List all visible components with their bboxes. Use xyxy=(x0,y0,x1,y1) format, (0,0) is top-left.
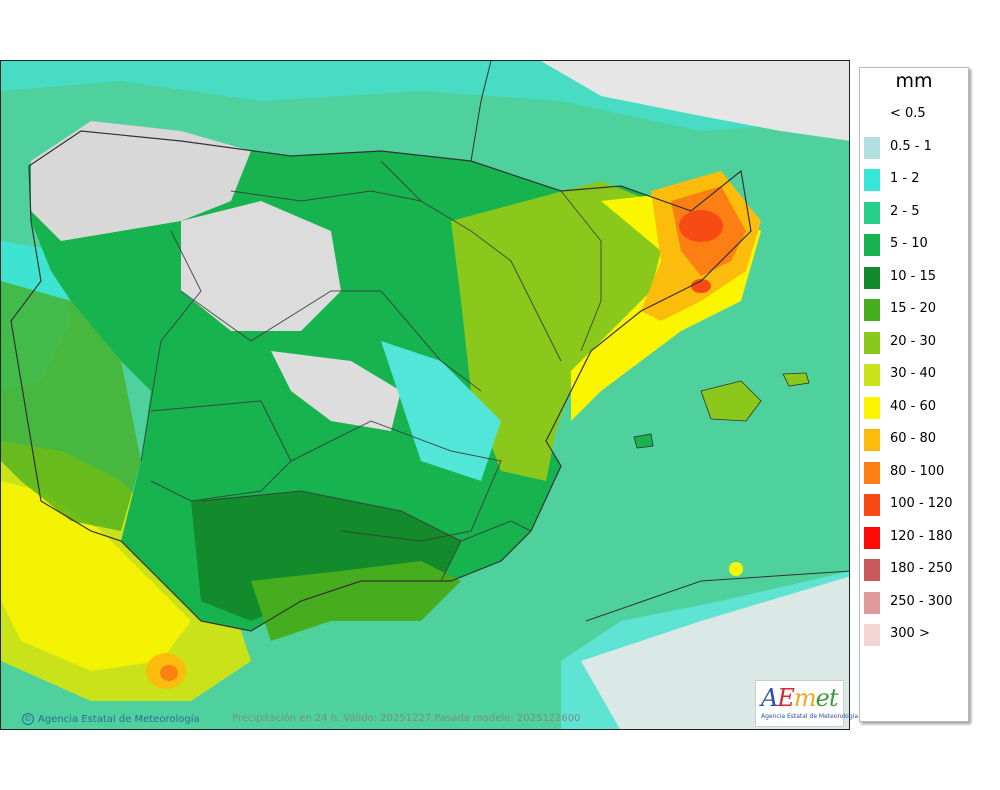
legend-label: 250 - 300 xyxy=(890,593,953,609)
legend-label: 20 - 30 xyxy=(890,333,937,349)
legend-label: < 0.5 xyxy=(890,106,926,121)
border-andalusia xyxy=(200,490,462,582)
dry-area-centre xyxy=(271,351,401,431)
coastline xyxy=(10,130,752,632)
legend-item: 80 - 100 xyxy=(864,459,968,485)
logo-subtitle: Agencia Estatal de Meteorología xyxy=(761,713,858,720)
credit-line: © Agencia Estatal de Meteorología xyxy=(22,713,200,725)
legend-label: 2 - 5 xyxy=(890,203,920,219)
legend-item: < 0.5 xyxy=(864,101,968,127)
legend-swatch xyxy=(864,461,880,484)
legend-swatch xyxy=(864,266,880,289)
legend-swatch xyxy=(864,559,880,581)
dry-area-castilla xyxy=(181,201,341,331)
legend-item: 60 - 80 xyxy=(864,426,968,452)
aemet-logo: AEmet Agencia Estatal de Meteorología xyxy=(755,680,858,727)
legend-swatch xyxy=(864,136,880,159)
legend-item: 250 - 300 xyxy=(864,589,968,615)
legend-item: 15 - 20 xyxy=(864,296,968,322)
legend-swatch xyxy=(864,331,880,354)
legend-label: 80 - 100 xyxy=(890,463,945,479)
border-castilla xyxy=(180,290,482,392)
legend-label: 180 - 250 xyxy=(890,561,953,576)
precip-area-cuenca xyxy=(381,341,501,481)
legend-label: 15 - 20 xyxy=(890,301,937,316)
legend-swatch xyxy=(864,201,880,224)
legend-swatch xyxy=(864,299,880,321)
legend-label: 40 - 60 xyxy=(890,398,937,414)
legend-label: 0.5 - 1 xyxy=(890,138,932,154)
map-caption: Precipitación en 24 h. Válido: 20251227 … xyxy=(232,713,581,724)
island-ibiza xyxy=(633,433,654,449)
legend-swatch xyxy=(864,494,880,516)
island-menorca xyxy=(782,372,810,387)
border-castilla-la-mancha xyxy=(290,420,502,542)
legend-item: 120 - 180 xyxy=(864,524,968,550)
precip-max-southwest-core xyxy=(160,665,178,681)
legend-item: 2 - 5 xyxy=(864,199,968,225)
island-mallorca xyxy=(700,380,762,422)
border-catalonia xyxy=(560,190,602,352)
legend-label: 10 - 15 xyxy=(890,268,937,284)
region-borders xyxy=(140,160,602,582)
border-aragon xyxy=(380,160,562,362)
legend-label: 120 - 180 xyxy=(890,528,953,544)
legend-item: 40 - 60 xyxy=(864,394,968,420)
border-portugal xyxy=(140,230,202,462)
copyright-icon: © xyxy=(22,713,34,725)
legend-item: 100 - 120 xyxy=(864,491,968,517)
legend-label: 300 > xyxy=(890,626,930,641)
precipitation-legend: mm < 0.5 0.5 - 1 1 - 2 2 - 5 5 - 10 10 - 15 15… xyxy=(859,67,969,722)
credit-text: Agencia Estatal de Meteorología xyxy=(38,714,200,725)
legend-swatch xyxy=(864,234,880,256)
legend-label: 60 - 80 xyxy=(890,431,937,446)
legend-swatch xyxy=(864,624,880,646)
dry-area-galicia xyxy=(31,121,251,241)
border-north xyxy=(230,190,422,202)
legend-swatch xyxy=(864,396,880,419)
legend-label: 1 - 2 xyxy=(890,171,920,186)
france-area xyxy=(541,61,849,141)
legend-label: 100 - 120 xyxy=(890,496,953,511)
legend-swatch xyxy=(864,364,880,386)
legend-item: 0.5 - 1 xyxy=(864,134,968,160)
precip-max-pyrenees xyxy=(679,210,723,242)
legend-item: 30 - 40 xyxy=(864,361,968,387)
legend-item: 5 - 10 xyxy=(864,231,968,257)
precipitation-map xyxy=(0,60,850,730)
precip-area-east xyxy=(451,181,701,481)
border-murcia xyxy=(460,520,532,542)
border-extremadura xyxy=(150,400,292,502)
legend-item: 300 > xyxy=(864,621,968,647)
legend-swatch xyxy=(864,591,880,614)
legend-label: 30 - 40 xyxy=(890,366,937,381)
legend-item: 1 - 2 xyxy=(864,166,968,192)
precip-area-southwest-yellow xyxy=(1,481,191,671)
logo-wordmark: AEmet xyxy=(761,684,838,712)
france-coastline xyxy=(470,61,492,162)
legend-swatch xyxy=(864,429,880,451)
precip-max-coast xyxy=(691,279,711,293)
legend-unit: mm xyxy=(895,70,933,92)
legend-swatch xyxy=(864,169,880,191)
legend-swatch xyxy=(864,526,880,549)
legend-item: 20 - 30 xyxy=(864,329,968,355)
legend-label: 5 - 10 xyxy=(890,236,928,251)
legend-item: 10 - 15 xyxy=(864,264,968,290)
legend-item: 180 - 250 xyxy=(864,556,968,582)
precip-spot-sea xyxy=(729,562,743,576)
africa-coastline xyxy=(585,570,849,622)
map-canvas xyxy=(1,61,849,729)
